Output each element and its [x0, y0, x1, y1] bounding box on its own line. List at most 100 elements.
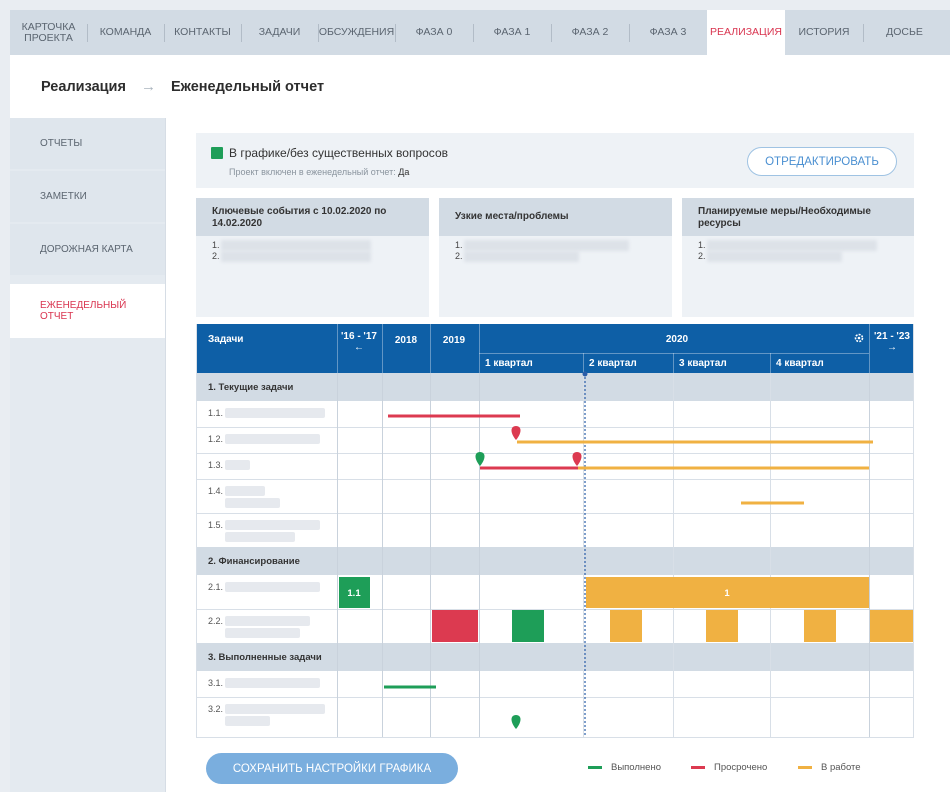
legend-label: Выполнено: [611, 762, 661, 773]
funding-block-done[interactable]: [512, 610, 544, 642]
tab-team[interactable]: КОМАНДА: [87, 10, 164, 55]
legend-overdue-swatch: [691, 766, 705, 769]
redacted-text: [707, 240, 877, 251]
milestone-done[interactable]: [511, 715, 521, 729]
funding-block-in-progress[interactable]: [706, 610, 738, 642]
list-item: 1.: [455, 240, 463, 250]
quarter-header: 2 квартал: [589, 358, 637, 369]
card-title: Узкие места/проблемы: [439, 198, 672, 236]
status-subtitle-label: Проект включен в еженедельный отчет:: [229, 167, 396, 177]
list-item: 2.: [212, 251, 220, 261]
redacted-text: [464, 251, 579, 262]
save-chart-settings-button[interactable]: СОХРАНИТЬ НАСТРОЙКИ ГРАФИКА: [206, 753, 458, 784]
card-title: Планируемые меры/Необходимые ресурсы: [682, 198, 914, 236]
group-title: 3. Выполненные задачи: [208, 652, 322, 663]
sidebar-divider: [165, 118, 166, 792]
legend-in-progress: В работе: [798, 762, 861, 773]
milestone-done[interactable]: [475, 452, 485, 466]
arrow-right-icon[interactable]: →: [887, 342, 897, 353]
task-number: 2.2.: [208, 616, 223, 626]
group-title: 1. Текущие задачи: [208, 382, 293, 393]
sidebar-item-roadmap[interactable]: ДОРОЖНАЯ КАРТА: [10, 224, 165, 275]
task-number: 1.4.: [208, 486, 223, 496]
app-window: КАРТОЧКА ПРОЕКТА КОМАНДА КОНТАКТЫ ЗАДАЧИ…: [10, 10, 950, 792]
redacted-task-name: [225, 460, 250, 470]
key-events-card: Ключевые события с 10.02.2020 по 14.02.2…: [196, 198, 429, 317]
legend-done: Выполнено: [588, 762, 661, 773]
page-title: Еженедельный отчет: [170, 78, 325, 95]
gantt-svg: Задачи '16 - '17← 2018 2019 2020 '21 - '23→ 1 …: [197, 324, 914, 737]
group-title: 2. Финансирование: [208, 556, 300, 567]
redacted-task-name: [225, 532, 295, 542]
breadcrumb-section[interactable]: Реализация: [41, 78, 126, 95]
task-number: 2.1.: [208, 582, 223, 592]
quarter-header: 1 квартал: [485, 358, 533, 369]
tab-dossier[interactable]: ДОСЬЕ: [863, 10, 946, 55]
task-number: 3.1.: [208, 678, 223, 688]
redacted-task-name: [225, 628, 300, 638]
list-item: 2.: [455, 251, 463, 261]
tab-phase-1[interactable]: ФАЗА 1: [473, 10, 551, 55]
card-title: Ключевые события с 10.02.2020 по 14.02.2…: [196, 198, 429, 236]
milestone-overdue[interactable]: [572, 452, 582, 466]
redacted-task-name: [225, 520, 320, 530]
task-number: 1.2.: [208, 434, 223, 444]
bottlenecks-card: Узкие места/проблемы 1. 2.: [439, 198, 672, 317]
redacted-task-name: [225, 716, 270, 726]
quarter-header: 4 квартал: [776, 358, 824, 369]
breadcrumb: Реализация → Еженедельный отчет: [10, 55, 950, 118]
gear-icon[interactable]: [854, 333, 864, 343]
edit-button[interactable]: ОТРЕДАКТИРОВАТЬ: [747, 147, 897, 176]
list-item: 1.: [698, 240, 706, 250]
status-subtitle-value: Да: [398, 167, 410, 177]
status-indicator: [211, 147, 223, 159]
legend-done-swatch: [588, 766, 602, 769]
redacted-task-name: [225, 434, 320, 444]
legend-label: В работе: [821, 762, 861, 773]
today-marker: [582, 371, 588, 377]
quarter-header: 3 квартал: [679, 358, 727, 369]
funding-block-done[interactable]: [339, 577, 370, 608]
range-right-label[interactable]: '21 - '23: [874, 331, 910, 342]
redacted-text: [707, 251, 842, 262]
sidebar-item-reports[interactable]: ОТЧЕТЫ: [10, 118, 165, 169]
group-row: [197, 373, 913, 401]
redacted-task-name: [225, 582, 320, 592]
milestone-overdue[interactable]: [511, 426, 521, 440]
arrow-left-icon[interactable]: ←: [354, 342, 364, 353]
redacted-task-name: [225, 408, 325, 418]
gantt-chart: Задачи '16 - '17 ← 2018 2019 2020 '21 - '23 → 1 …: [196, 324, 914, 738]
tab-phase-0[interactable]: ФАЗА 0: [395, 10, 473, 55]
task-number: 1.3.: [208, 460, 223, 470]
task-number: 1.5.: [208, 520, 223, 530]
redacted-text: [464, 240, 629, 251]
funding-block-in-progress[interactable]: [804, 610, 836, 642]
tab-discussions[interactable]: ОБСУЖДЕНИЯ: [318, 10, 395, 55]
status-panel: В графике/без существенных вопросов Прое…: [196, 133, 914, 188]
redacted-task-name: [225, 616, 310, 626]
top-tabs: КАРТОЧКА ПРОЕКТА КОМАНДА КОНТАКТЫ ЗАДАЧИ…: [10, 10, 950, 55]
range-left-label[interactable]: '16 - '17: [341, 331, 377, 342]
tab-phase-3[interactable]: ФАЗА 3: [629, 10, 707, 55]
task-number: 1.1.: [208, 408, 223, 418]
tab-phase-2[interactable]: ФАЗА 2: [551, 10, 629, 55]
gear-icon[interactable]: [857, 336, 861, 340]
sidebar-item-notes[interactable]: ЗАМЕТКИ: [10, 171, 165, 222]
tab-implementation[interactable]: РЕАЛИЗАЦИЯ: [707, 10, 785, 55]
tab-tasks[interactable]: ЗАДАЧИ: [241, 10, 318, 55]
funding-block-in-progress[interactable]: [610, 610, 642, 642]
redacted-task-name: [225, 486, 265, 496]
tab-history[interactable]: ИСТОРИЯ: [798, 26, 850, 38]
group-row: [197, 547, 913, 575]
task-number: 3.2.: [208, 704, 223, 714]
redacted-task-name: [225, 498, 280, 508]
planned-measures-card: Планируемые меры/Необходимые ресурсы 1. …: [682, 198, 914, 317]
status-subtitle: Проект включен в еженедельный отчет: Да: [229, 167, 409, 177]
sidebar-item-weekly-report[interactable]: ЕЖЕНЕДЕЛЬНЫЙ ОТЧЕТ: [10, 284, 165, 338]
tab-contacts[interactable]: КОНТАКТЫ: [164, 10, 241, 55]
funding-block-in-progress[interactable]: [586, 577, 869, 608]
tab-project-card[interactable]: КАРТОЧКА ПРОЕКТА: [21, 20, 76, 44]
year-header: 2019: [443, 335, 466, 346]
funding-block-overdue[interactable]: [432, 610, 478, 642]
funding-block-in-progress[interactable]: [870, 610, 914, 642]
